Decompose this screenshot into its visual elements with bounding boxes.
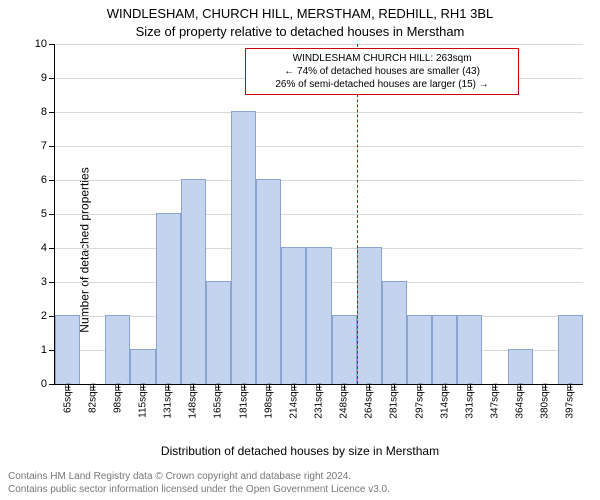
bar-slot: 148sqm	[181, 44, 206, 384]
marker-line	[357, 44, 358, 384]
bar	[306, 247, 331, 384]
x-tick-label: 264sqm	[364, 383, 375, 419]
footer-attribution: Contains HM Land Registry data © Crown c…	[8, 470, 592, 496]
footer-line2: Contains public sector information licen…	[8, 483, 592, 496]
bar-slot: 314sqm	[432, 44, 457, 384]
bar-slot: 331sqm	[457, 44, 482, 384]
x-tick-label: 364sqm	[515, 383, 526, 419]
annotation-box: WINDLESHAM CHURCH HILL: 263sqm← 74% of d…	[245, 48, 519, 95]
bar	[432, 315, 457, 384]
bar-slot: 347sqm	[482, 44, 507, 384]
x-tick-label: 98sqm	[112, 383, 123, 413]
bar-slot: 65sqm	[55, 44, 80, 384]
bar	[105, 315, 130, 384]
x-tick-label: 65sqm	[62, 383, 73, 413]
annotation-line: WINDLESHAM CHURCH HILL: 263sqm	[252, 52, 512, 65]
y-tick-label: 9	[41, 72, 47, 84]
bar	[256, 179, 281, 384]
y-tick-label: 8	[41, 106, 47, 118]
x-tick-label: 397sqm	[565, 383, 576, 419]
bar	[382, 281, 407, 384]
y-tick-label: 0	[41, 378, 47, 390]
bar	[181, 179, 206, 384]
y-tick	[49, 384, 55, 385]
x-tick-label: 248sqm	[339, 383, 350, 419]
bar-slot: 264sqm	[357, 44, 382, 384]
x-tick-label: 148sqm	[188, 383, 199, 419]
x-tick-label: 297sqm	[414, 383, 425, 419]
chart-title-line2: Size of property relative to detached ho…	[0, 24, 600, 39]
y-tick-label: 3	[41, 276, 47, 288]
footer-line1: Contains HM Land Registry data © Crown c…	[8, 470, 592, 483]
x-tick-label: 281sqm	[389, 383, 400, 419]
bar	[357, 247, 382, 384]
bar-slot: 98sqm	[105, 44, 130, 384]
bar-slot: 198sqm	[256, 44, 281, 384]
bar	[55, 315, 80, 384]
bar-slot: 380sqm	[533, 44, 558, 384]
bar	[206, 281, 231, 384]
bar-slot: 297sqm	[407, 44, 432, 384]
bar	[407, 315, 432, 384]
bar	[130, 349, 155, 384]
chart-plot-area: 01234567891065sqm82sqm98sqm115sqm131sqm1…	[54, 44, 583, 385]
x-tick-label: 380sqm	[540, 383, 551, 419]
y-tick-label: 4	[41, 242, 47, 254]
bar	[156, 213, 181, 384]
bar	[457, 315, 482, 384]
bars-container: 65sqm82sqm98sqm115sqm131sqm148sqm165sqm1…	[55, 44, 583, 384]
bar-slot: 364sqm	[508, 44, 533, 384]
y-tick-label: 5	[41, 208, 47, 220]
bar-slot: 131sqm	[156, 44, 181, 384]
bar	[281, 247, 306, 384]
x-tick-label: 82sqm	[87, 383, 98, 413]
x-tick-label: 198sqm	[263, 383, 274, 419]
bar-slot: 248sqm	[332, 44, 357, 384]
y-tick-label: 7	[41, 140, 47, 152]
bar-slot: 231sqm	[306, 44, 331, 384]
bar	[231, 111, 256, 384]
bar	[508, 349, 533, 384]
chart-title-line1: WINDLESHAM, CHURCH HILL, MERSTHAM, REDHI…	[0, 6, 600, 21]
x-tick-label: 214sqm	[288, 383, 299, 419]
x-tick-label: 331sqm	[464, 383, 475, 419]
bar-slot: 82sqm	[80, 44, 105, 384]
x-tick-label: 347sqm	[489, 383, 500, 419]
bar-slot: 214sqm	[281, 44, 306, 384]
x-tick-label: 314sqm	[439, 383, 450, 419]
y-tick-label: 6	[41, 174, 47, 186]
bar	[558, 315, 583, 384]
y-tick-label: 10	[35, 38, 47, 50]
bar-slot: 165sqm	[206, 44, 231, 384]
y-tick-label: 2	[41, 310, 47, 322]
x-tick-label: 115sqm	[137, 383, 148, 418]
x-tick-label: 131sqm	[163, 383, 174, 419]
bar-slot: 115sqm	[130, 44, 155, 384]
x-tick-label: 231sqm	[313, 383, 324, 419]
x-axis-label: Distribution of detached houses by size …	[0, 444, 600, 458]
y-tick-label: 1	[41, 344, 47, 356]
bar	[332, 315, 357, 384]
annotation-line: ← 74% of detached houses are smaller (43…	[252, 65, 512, 78]
annotation-line: 26% of semi-detached houses are larger (…	[252, 78, 512, 91]
bar-slot: 281sqm	[382, 44, 407, 384]
bar-slot: 397sqm	[558, 44, 583, 384]
bar-slot: 181sqm	[231, 44, 256, 384]
x-tick-label: 181sqm	[238, 383, 249, 419]
x-tick-label: 165sqm	[213, 383, 224, 419]
